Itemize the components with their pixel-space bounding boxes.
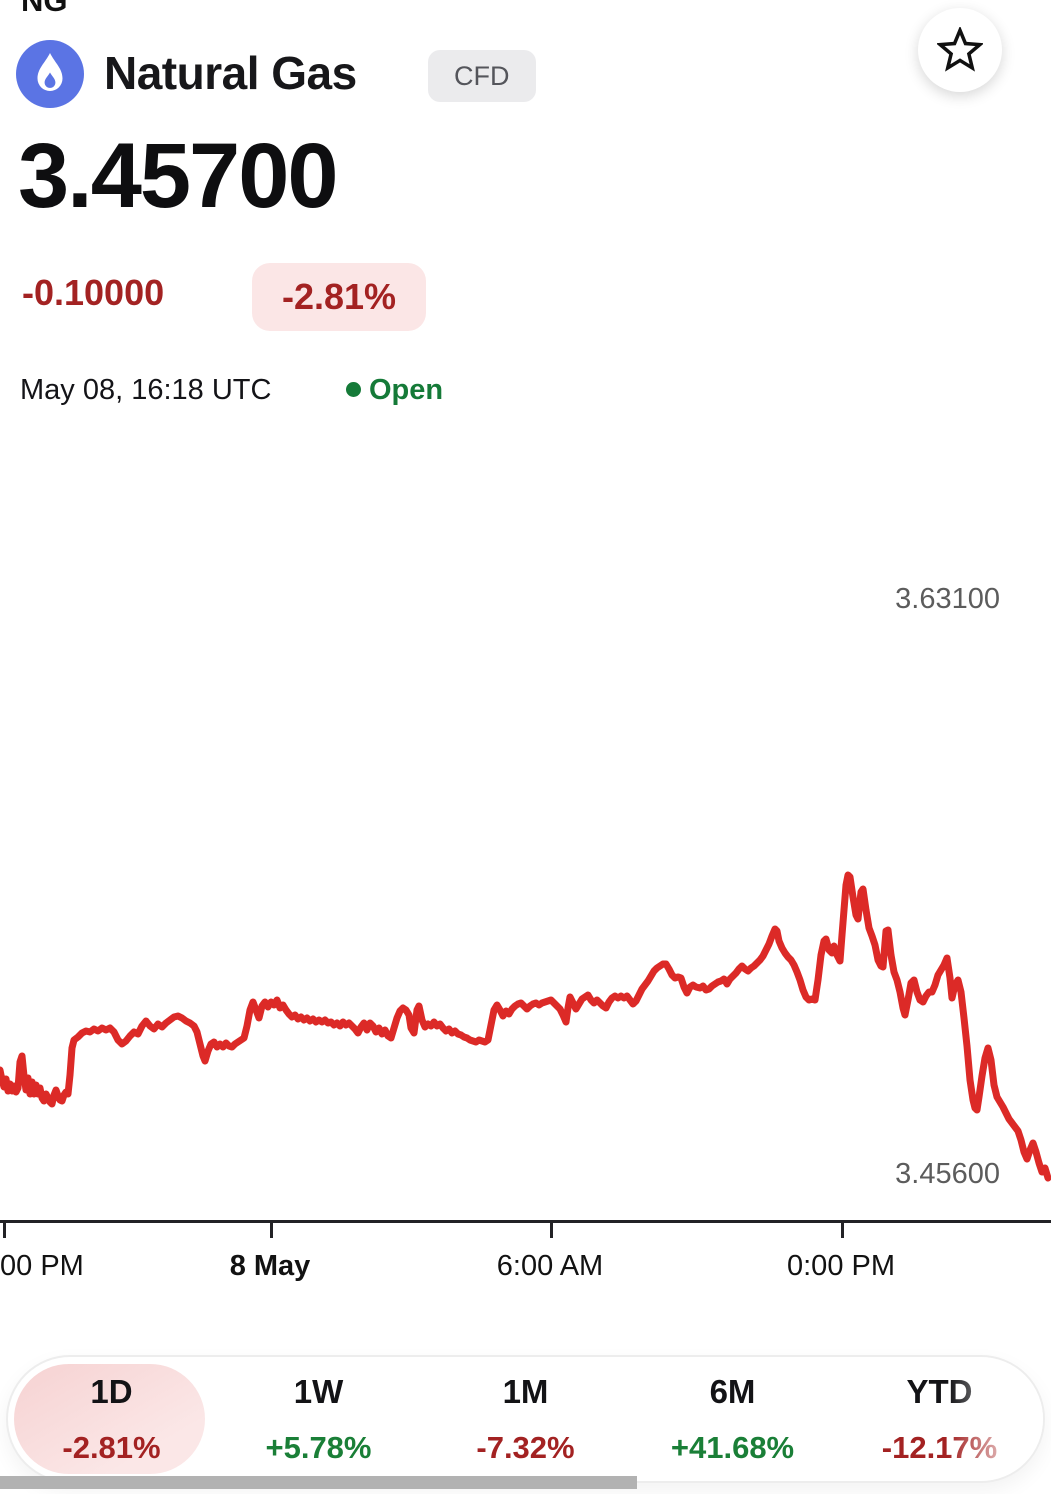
x-axis-line xyxy=(0,1220,1051,1223)
instrument-type-badge: CFD xyxy=(428,50,536,102)
x-axis-tick xyxy=(270,1223,273,1238)
period-change-percent: +41.68% xyxy=(670,1430,795,1465)
x-axis-label: 8 May xyxy=(229,1250,311,1282)
period-tab-1D[interactable]: 1D -2.81% xyxy=(8,1357,215,1481)
period-change-percent: -12.17% xyxy=(881,1430,998,1465)
favorite-star-button[interactable] xyxy=(918,8,1002,92)
x-axis-label: 0:00 PM xyxy=(787,1250,895,1282)
x-axis-label: 6:00 AM xyxy=(496,1250,604,1282)
period-change-percent: +5.78% xyxy=(265,1430,372,1465)
period-selector: 1D -2.81% 1W +5.78% 1M -7.32% 6M +41.68% YTD -12.… xyxy=(6,1355,1045,1483)
period-label: 1D xyxy=(90,1373,133,1410)
x-axis-tick xyxy=(550,1223,553,1238)
selected-period-pill xyxy=(14,1364,205,1474)
period-tab-YTD[interactable]: YTD -12.17% xyxy=(836,1357,1043,1481)
period-tab-1M[interactable]: 1M -7.32% xyxy=(422,1357,629,1481)
current-price: 3.45700 xyxy=(18,125,339,227)
instrument-title: Natural Gas xyxy=(104,47,357,99)
period-tab-6M[interactable]: 6M +41.68% xyxy=(629,1357,836,1481)
x-axis-tick xyxy=(3,1223,6,1238)
ticker-symbol: NG xyxy=(21,0,68,18)
period-change-percent: -2.81% xyxy=(62,1430,161,1465)
star-icon xyxy=(937,27,983,73)
x-axis-label: 00 PM xyxy=(0,1250,84,1282)
chart-high-label: 3.63100 xyxy=(895,583,1000,615)
market-status: Open xyxy=(369,374,444,406)
period-label: 6M xyxy=(709,1373,756,1410)
chart-low-label: 3.45600 xyxy=(895,1158,1000,1190)
x-axis-tick xyxy=(841,1223,844,1238)
price-change-percent-badge: -2.81% xyxy=(252,263,426,331)
quote-timestamp: May 08, 16:18 UTC xyxy=(20,374,272,406)
period-tab-1W[interactable]: 1W +5.78% xyxy=(215,1357,422,1481)
period-label: YTD xyxy=(906,1373,973,1410)
market-status-dot-icon xyxy=(346,382,361,397)
period-change-percent: -7.32% xyxy=(476,1430,575,1465)
period-label: 1M xyxy=(502,1373,549,1410)
flame-icon xyxy=(16,40,84,108)
horizontal-scrollbar[interactable] xyxy=(0,1476,637,1489)
price-change: -0.10000 xyxy=(22,272,165,313)
period-label: 1W xyxy=(293,1373,344,1410)
